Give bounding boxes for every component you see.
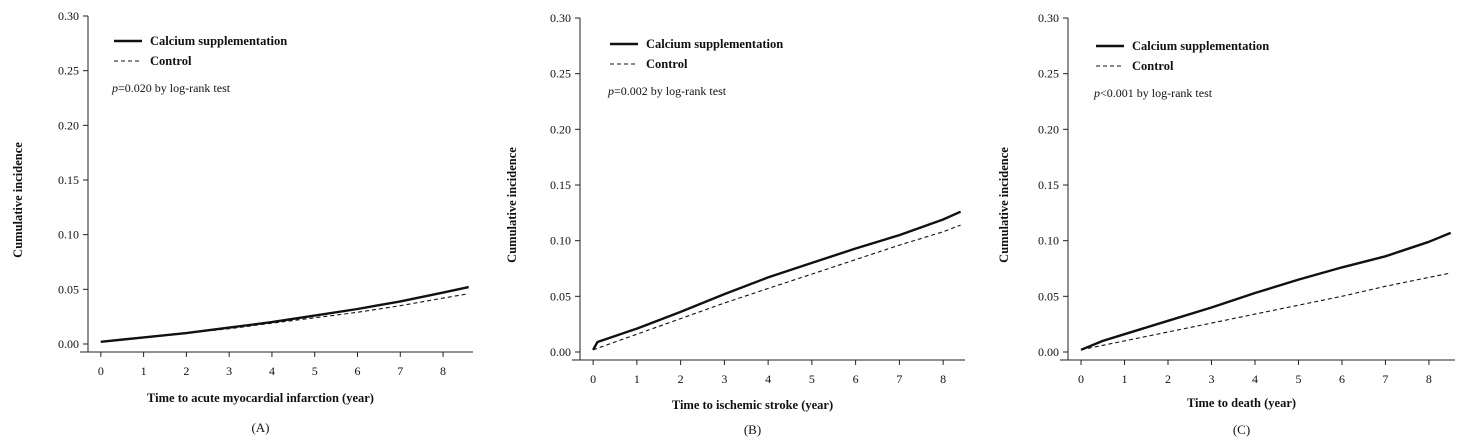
- x-tick-label: 1: [1122, 372, 1128, 386]
- x-tick-label: 1: [634, 372, 640, 386]
- y-tick-label: 0.25: [58, 64, 79, 78]
- y-tick-label: 0.10: [58, 228, 79, 242]
- chart-panel-2: 0.00 0.05 0.10 0.15 0.20 0.25 0.30 0 1 2 3 4 5 6 7 8 Cal…: [505, 11, 965, 437]
- x-tick-label: 6: [1339, 372, 1345, 386]
- panel-label: (A): [251, 420, 269, 435]
- y-tick-label: 0.15: [1038, 178, 1059, 192]
- x-tick-label: 8: [440, 364, 446, 378]
- x-tick-label: 6: [853, 372, 859, 386]
- y-tick-label: 0.05: [58, 282, 79, 296]
- legend-label: Calcium supplementation: [1132, 39, 1269, 53]
- series-line-control: [100, 293, 469, 343]
- x-axis-title: Time to death (year): [1187, 396, 1296, 410]
- x-axis-title: Time to ischemic stroke (year): [672, 398, 833, 412]
- x-tick-label: 0: [590, 372, 596, 386]
- y-axis-title: Cumulative incidence: [11, 142, 25, 258]
- x-tick-label: 6: [355, 364, 361, 378]
- series-line-control: [592, 224, 961, 351]
- x-tick-label: 3: [226, 364, 232, 378]
- x-tick-label: 7: [1382, 372, 1388, 386]
- x-tick-label: 5: [312, 364, 318, 378]
- x-tick-label: 3: [1208, 372, 1214, 386]
- chart-panel-3: 0.00 0.05 0.10 0.15 0.20 0.25 0.30 0 1 2 3 4 5 6 7 8 Cal…: [997, 11, 1455, 437]
- x-tick-label: 3: [721, 372, 727, 386]
- y-axis-title: Cumulative incidence: [997, 147, 1011, 263]
- x-tick-label: 8: [940, 372, 946, 386]
- p-value-annotation: p=0.020 by log-rank test: [111, 81, 231, 95]
- y-tick-label: 0.30: [58, 9, 79, 23]
- x-tick-label: 2: [678, 372, 684, 386]
- x-tick-label: 7: [397, 364, 403, 378]
- y-tick-label: 0.05: [550, 289, 571, 303]
- y-tick-label: 0.20: [550, 122, 571, 136]
- y-tick-label: 0.05: [1038, 289, 1059, 303]
- x-axis-title: Time to acute myocardial infarction (yea…: [147, 391, 374, 405]
- y-tick-label: 0.15: [550, 178, 571, 192]
- y-tick-label: 0.20: [58, 118, 79, 132]
- series-line-control: [1080, 272, 1451, 351]
- x-tick-label: 0: [98, 364, 104, 378]
- legend-label: Control: [1132, 59, 1174, 73]
- panel-label: (C): [1233, 422, 1250, 437]
- series-line-calcium: [100, 285, 469, 343]
- y-axis-title: Cumulative incidence: [505, 147, 519, 263]
- x-tick-label: 8: [1426, 372, 1432, 386]
- panel-label: (B): [744, 422, 761, 437]
- y-tick-label: 0.10: [1038, 234, 1059, 248]
- chart-panel-1: 0.00 0.05 0.10 0.15 0.20 0.25 0.30 0 1 2 3 4 5 6 7 8 Cal…: [11, 9, 473, 435]
- p-value-annotation: p<0.001 by log-rank test: [1093, 86, 1213, 100]
- x-tick-label: 4: [269, 364, 275, 378]
- x-tick-label: 2: [1165, 372, 1171, 386]
- legend-label: Calcium supplementation: [646, 37, 783, 51]
- y-tick-label: 0.25: [550, 67, 571, 81]
- legend-label: Control: [646, 57, 688, 71]
- y-tick-label: 0.10: [550, 234, 571, 248]
- legend-label: Control: [150, 54, 192, 68]
- x-tick-label: 7: [896, 372, 902, 386]
- legend-label: Calcium supplementation: [150, 34, 287, 48]
- y-tick-label: 0.30: [550, 11, 571, 25]
- y-tick-label: 0.20: [1038, 122, 1059, 136]
- x-tick-label: 2: [183, 364, 189, 378]
- x-tick-label: 0: [1078, 372, 1084, 386]
- y-tick-label: 0.00: [550, 345, 571, 359]
- p-value-annotation: p=0.002 by log-rank test: [607, 84, 727, 98]
- y-tick-label: 0.30: [1038, 11, 1059, 25]
- series-line-calcium: [1080, 231, 1452, 351]
- y-tick-label: 0.00: [58, 337, 79, 351]
- y-tick-label: 0.15: [58, 173, 79, 187]
- x-tick-label: 5: [809, 372, 815, 386]
- x-tick-label: 1: [141, 364, 147, 378]
- x-tick-label: 5: [1295, 372, 1301, 386]
- y-tick-label: 0.00: [1038, 345, 1059, 359]
- y-tick-label: 0.25: [1038, 67, 1059, 81]
- series-line-calcium: [592, 210, 962, 351]
- x-tick-label: 4: [765, 372, 771, 386]
- x-tick-label: 4: [1252, 372, 1258, 386]
